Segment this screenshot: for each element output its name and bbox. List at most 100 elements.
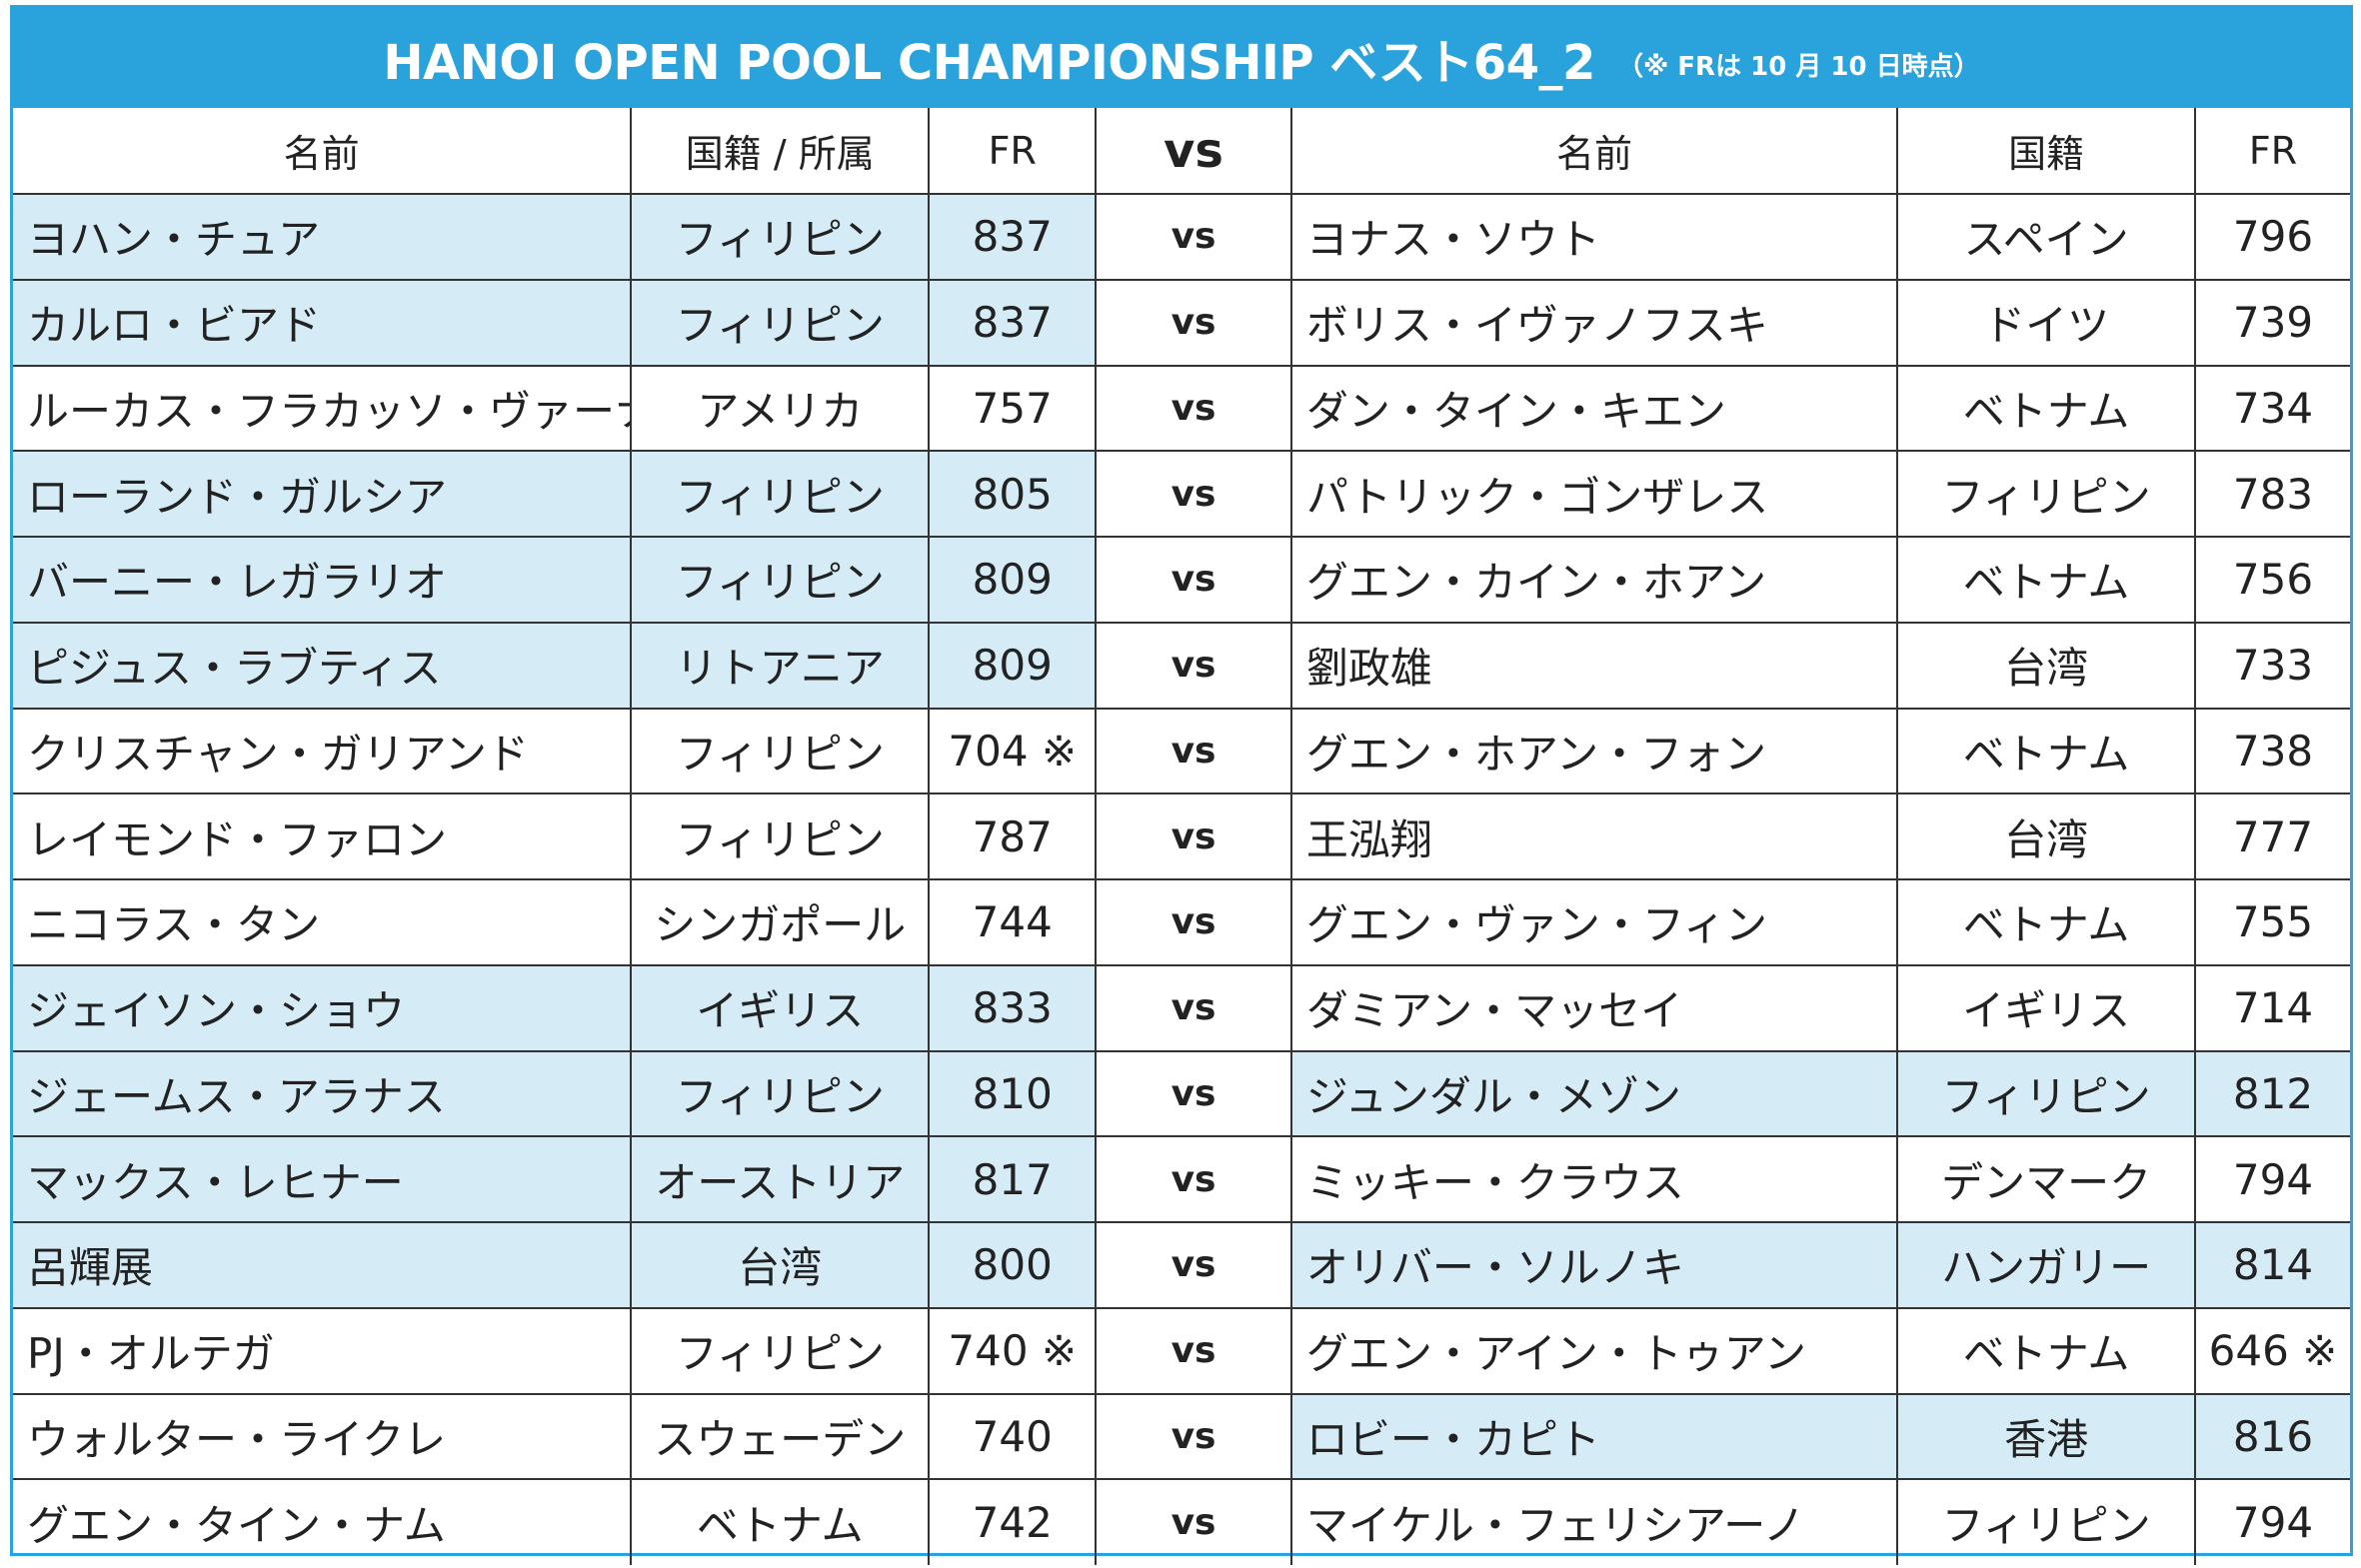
table-row: ルーカス・フラカッソ・ヴァーナーアメリカ757vsダン・タイン・キエンベトナム7… — [13, 364, 2350, 453]
table-row: PJ・オルテガ フィリピン 740 ※ vs グエン・アイン・トゥアン ベトナム 646 ※ — [13, 1306, 2350, 1395]
table-row: ウォルター・ライクレ スウェーデン 740 vs ロビー・カピト 香港 816 — [13, 1392, 2350, 1481]
left-player-nation: イギリス — [630, 963, 931, 1052]
right-player-name: ヨナス・ソウト — [1289, 193, 1899, 281]
right-player-fr: 812 — [2194, 1049, 2350, 1138]
right-player-name: ダミアン・マッセイ — [1289, 963, 1899, 1052]
left-player-fr: 809 — [928, 621, 1098, 710]
left-player-nation: スウェーデン — [630, 1392, 931, 1481]
left-player-fr: 704 ※ — [928, 707, 1098, 795]
page-title: HANOI OPEN POOL CHAMPIONSHIP ベスト64_2 — [383, 35, 1595, 91]
table-row: カルロ・ビアド フィリピン 837 vs ボリス・イヴァノフスキ ドイツ 739 — [13, 278, 2350, 367]
table-row: ローランド・ガルシア フィリピン 805 vs パトリック・ゴンザレス フィリピン 783 — [13, 450, 2350, 538]
right-player-nation: ベトナム — [1896, 536, 2197, 624]
left-player-name: グエン・タイン・ナム — [13, 1478, 633, 1565]
right-player-nation: ベトナム — [1896, 878, 2197, 966]
left-player-nation: フィリピン — [630, 707, 931, 795]
right-player-nation: イギリス — [1896, 963, 2197, 1052]
right-player-name: 王泓翔 — [1289, 792, 1899, 880]
right-player-name: グエン・カイン・ホアン — [1289, 536, 1899, 624]
left-player-nation: フィリピン — [630, 278, 931, 367]
right-player-name: ジュンダル・メゾン — [1289, 1049, 1899, 1138]
vs-label: vs — [1095, 364, 1292, 453]
right-player-nation: ベトナム — [1896, 707, 2197, 795]
right-player-fr: 777 — [2194, 792, 2350, 880]
right-player-fr: 794 — [2194, 1135, 2350, 1223]
left-player-fr: 757 — [928, 364, 1098, 453]
right-player-name: ロビー・カピト — [1289, 1392, 1899, 1481]
left-player-name: PJ・オルテガ — [13, 1306, 633, 1395]
right-player-fr: 739 — [2194, 278, 2350, 367]
table-row: レイモンド・ファロン フィリピン 787 vs 王泓翔 台湾 777 — [13, 792, 2350, 880]
right-player-nation: 台湾 — [1896, 792, 2197, 880]
left-player-name: ピジュス・ラブティス — [13, 621, 633, 710]
vs-label: vs — [1095, 193, 1292, 281]
right-player-fr: 755 — [2194, 878, 2350, 966]
right-player-fr: 646 ※ — [2194, 1306, 2350, 1395]
right-player-name: ミッキー・クラウス — [1289, 1135, 1899, 1223]
bracket-frame: HANOI OPEN POOL CHAMPIONSHIP ベスト64_2 （※ … — [10, 5, 2353, 1565]
left-player-fr: 837 — [928, 193, 1098, 281]
left-player-fr: 744 — [928, 878, 1098, 966]
left-player-name: ニコラス・タン — [13, 878, 633, 966]
left-player-fr: 787 — [928, 792, 1098, 880]
right-player-name: オリバー・ソルノキ — [1289, 1221, 1899, 1309]
right-player-name: 劉政雄 — [1289, 621, 1899, 710]
left-player-fr: 740 ※ — [928, 1306, 1098, 1395]
vs-label: vs — [1095, 621, 1292, 710]
right-player-name: ダン・タイン・キエン — [1289, 364, 1899, 453]
right-player-name: グエン・アイン・トゥアン — [1289, 1306, 1899, 1395]
vs-label: vs — [1095, 1221, 1292, 1309]
right-player-fr: 794 — [2194, 1478, 2350, 1565]
title-note: （※ FRは 10 月 10 日時点） — [1616, 51, 1980, 82]
left-player-name: クリスチャン・ガリアンド — [13, 707, 633, 795]
right-player-name: グエン・ホアン・フォン — [1289, 707, 1899, 795]
table-row: バーニー・レガラリオ フィリピン 809 vs グエン・カイン・ホアン ベトナム 756 — [13, 536, 2350, 624]
title-bar: HANOI OPEN POOL CHAMPIONSHIP ベスト64_2 （※ … — [13, 8, 2350, 108]
right-player-fr: 814 — [2194, 1221, 2350, 1309]
right-player-name: パトリック・ゴンザレス — [1289, 450, 1899, 538]
table-row: マックス・レヒナー オーストリア 817 vs ミッキー・クラウス デンマーク 794 — [13, 1135, 2350, 1223]
left-player-nation: シンガポール — [630, 878, 931, 966]
left-player-nation: フィリピン — [630, 1049, 931, 1138]
vs-label: vs — [1095, 1306, 1292, 1395]
right-player-nation: 台湾 — [1896, 621, 2197, 710]
left-player-fr: 742 — [928, 1478, 1098, 1565]
left-player-name: レイモンド・ファロン — [13, 792, 633, 880]
right-player-fr: 796 — [2194, 193, 2350, 281]
header-left-nation: 国籍 / 所属 — [630, 108, 931, 195]
table-row: グエン・タイン・ナム ベトナム 742 vs マイケル・フェリシアーノ フィリピン 794 — [13, 1478, 2350, 1565]
left-player-name: ローランド・ガルシア — [13, 450, 633, 538]
header-left-name: 名前 — [13, 108, 633, 195]
table-row: ジェームス・アラナス フィリピン 810 vs ジュンダル・メゾン フィリピン 812 — [13, 1049, 2350, 1138]
right-player-nation: ベトナム — [1896, 364, 2197, 453]
left-player-fr: 805 — [928, 450, 1098, 538]
vs-label: vs — [1095, 1478, 1292, 1565]
vs-label: vs — [1095, 963, 1292, 1052]
left-player-name: ウォルター・ライクレ — [13, 1392, 633, 1481]
right-player-nation: ドイツ — [1896, 278, 2197, 367]
left-player-nation: 台湾 — [630, 1221, 931, 1309]
table-row: クリスチャン・ガリアンド フィリピン 704 ※ vs グエン・ホアン・フォン ベトナム 7… — [13, 707, 2350, 795]
left-player-nation: フィリピン — [630, 450, 931, 538]
right-player-fr: 738 — [2194, 707, 2350, 795]
left-player-fr: 810 — [928, 1049, 1098, 1138]
table-row: ヨハン・チュア フィリピン 837 vs ヨナス・ソウト スペイン 796 — [13, 193, 2350, 281]
right-player-fr: 714 — [2194, 963, 2350, 1052]
vs-label: vs — [1095, 536, 1292, 624]
right-player-name: マイケル・フェリシアーノ — [1289, 1478, 1899, 1565]
vs-label: vs — [1095, 1392, 1292, 1481]
left-player-name: マックス・レヒナー — [13, 1135, 633, 1223]
right-player-nation: ベトナム — [1896, 1306, 2197, 1395]
left-player-nation: フィリピン — [630, 1306, 931, 1395]
left-player-nation: フィリピン — [630, 536, 931, 624]
table-row: 呂輝展 台湾 800 vs オリバー・ソルノキ ハンガリー 814 — [13, 1221, 2350, 1309]
table-row: ピジュス・ラブティス リトアニア 809 vs 劉政雄 台湾 733 — [13, 621, 2350, 710]
right-player-fr: 783 — [2194, 450, 2350, 538]
right-player-nation: デンマーク — [1896, 1135, 2197, 1223]
header-right-fr: FR — [2194, 108, 2350, 195]
left-player-name: カルロ・ビアド — [13, 278, 633, 367]
left-player-fr: 800 — [928, 1221, 1098, 1309]
vs-label: vs — [1095, 450, 1292, 538]
left-player-name: ルーカス・フラカッソ・ヴァーナー — [13, 364, 633, 453]
left-player-name: 呂輝展 — [13, 1221, 633, 1309]
